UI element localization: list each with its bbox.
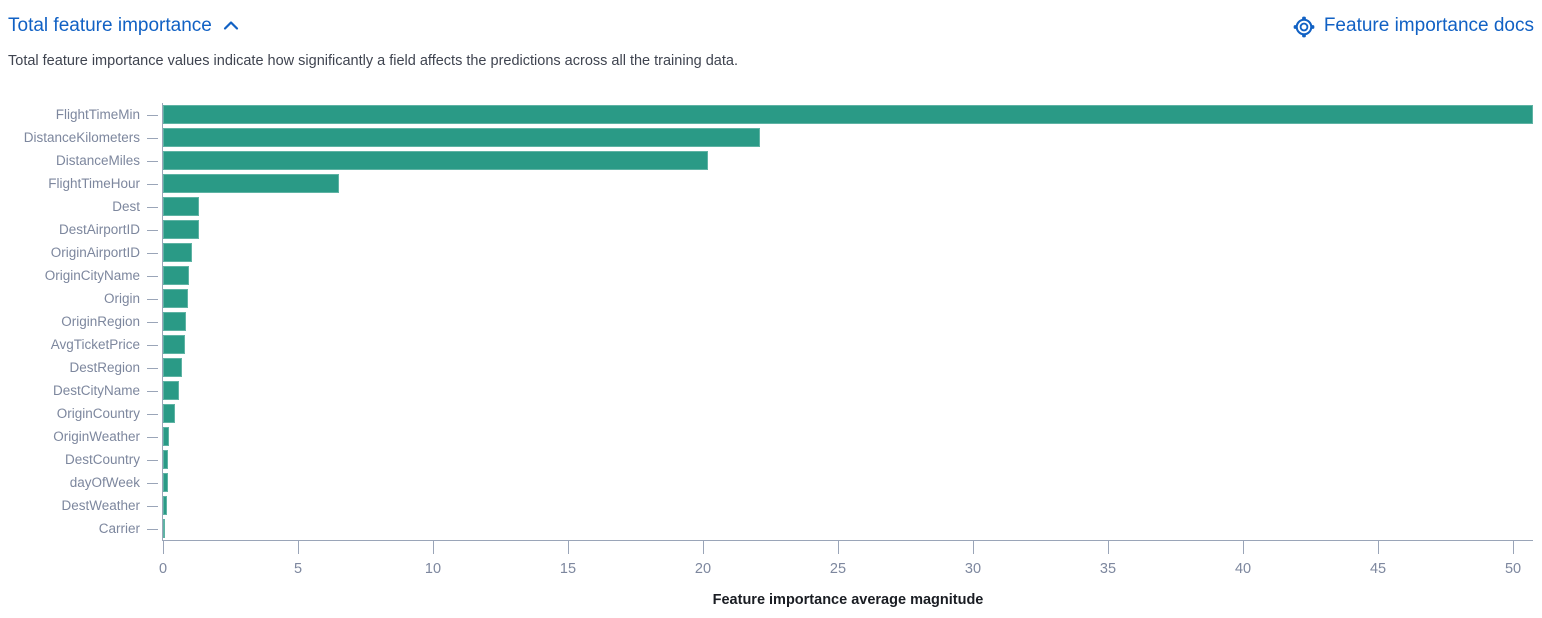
y-axis-label: Carrier [98,520,140,536]
y-axis-tick [147,413,158,415]
y-axis-label: Origin [103,290,140,306]
y-axis-label: OriginAirportID [50,244,140,260]
x-axis-tick-label: 20 [694,561,712,577]
y-axis-tick [147,298,158,300]
bar-DestWeather[interactable] [163,496,168,515]
y-axis-tick [147,436,158,438]
x-axis-tick [432,540,434,554]
y-axis-label: Dest [112,198,140,214]
y-axis-label: OriginCityName [44,267,140,283]
section-title: Total feature importance [8,15,212,36]
x-axis-line [162,540,1533,541]
y-axis-tick [147,321,158,323]
y-axis-tick [147,206,158,208]
y-axis-tick [147,137,158,139]
x-axis-tick [567,540,569,554]
x-axis-tick-label: 0 [158,561,168,577]
x-axis-tick [702,540,704,554]
x-axis-tick-label: 15 [559,561,577,577]
bar-OriginAirportID[interactable] [163,243,192,262]
x-axis-tick-label: 45 [1369,561,1387,577]
y-axis-label: DestCountry [64,451,140,467]
y-axis-label: OriginRegion [61,313,140,329]
y-axis-label: DistanceKilometers [23,129,140,145]
bar-Carrier[interactable] [163,519,165,538]
y-axis-tick [147,367,158,369]
bar-DestAirportID[interactable] [163,220,199,239]
section-description: Total feature importance values indicate… [8,53,738,69]
y-axis-label: FlightTimeHour [48,175,140,191]
bar-OriginCityName[interactable] [163,266,190,285]
y-axis-label: DestWeather [61,497,140,513]
x-axis-tick [1107,540,1109,554]
bar-dayOfWeek[interactable] [163,473,168,492]
y-axis-label: dayOfWeek [69,474,140,490]
y-axis-line [162,103,163,540]
y-axis-label: DestCityName [52,382,140,398]
y-axis-label: OriginWeather [53,428,140,444]
x-axis-tick-label: 30 [964,561,982,577]
y-axis-label: FlightTimeMin [55,106,140,122]
x-axis-tick [1377,540,1379,554]
bar-FlightTimeMin[interactable] [163,105,1533,124]
y-axis-tick [147,344,158,346]
x-axis-tick [837,540,839,554]
y-axis-label: OriginCountry [56,405,140,421]
bar-DistanceMiles[interactable] [163,151,709,170]
y-axis-tick [147,160,158,162]
chevron-up-icon[interactable] [223,18,239,36]
bar-OriginWeather[interactable] [163,427,169,446]
x-axis-tick-label: 25 [829,561,847,577]
x-axis-tick-label: 35 [1099,561,1117,577]
y-axis-tick [147,252,158,254]
bar-DistanceKilometers[interactable] [163,128,760,147]
x-axis-tick-label: 50 [1504,561,1522,577]
y-axis-tick [147,183,158,185]
y-axis-tick [147,459,158,461]
docs-link-label: Feature importance docs [1323,15,1534,36]
y-axis-tick [147,275,158,277]
y-axis-label: DestAirportID [58,221,140,237]
x-axis-tick-label: 5 [293,561,303,577]
y-axis-label: DestRegion [69,359,140,375]
feature-importance-docs-link[interactable]: Feature importance docs [1293,13,1534,39]
bar-DestCountry[interactable] [163,450,169,469]
section-header: Total feature importance Feature importa… [8,12,1534,40]
y-axis-label: DistanceMiles [55,152,140,168]
bar-OriginRegion[interactable] [163,312,187,331]
x-axis-tick-label: 10 [424,561,442,577]
y-axis-tick [147,390,158,392]
total-feature-importance-accordion-toggle[interactable]: Total feature importance [8,13,239,39]
x-axis-tick [1512,540,1514,554]
x-axis-tick [297,540,299,554]
x-axis-tick [1242,540,1244,554]
x-axis-title: Feature importance average magnitude [712,592,984,608]
y-axis-label: AvgTicketPrice [50,336,140,352]
y-axis-tick [147,229,158,231]
bar-OriginCountry[interactable] [163,404,175,423]
y-axis-tick [147,114,158,116]
bar-FlightTimeHour[interactable] [163,174,339,193]
bar-DestRegion[interactable] [163,358,183,377]
y-axis-tick [147,528,158,530]
x-axis-tick-label: 40 [1234,561,1252,577]
bar-Origin[interactable] [163,289,189,308]
bar-AvgTicketPrice[interactable] [163,335,186,354]
feature-importance-chart: Feature importance average magnitude Fli… [0,100,1542,618]
y-axis-tick [147,482,158,484]
x-axis-tick [162,540,164,554]
x-axis-tick [972,540,974,554]
docs-help-ring-icon [1293,16,1315,38]
y-axis-tick [147,505,158,507]
bar-Dest[interactable] [163,197,200,216]
bar-DestCityName[interactable] [163,381,179,400]
